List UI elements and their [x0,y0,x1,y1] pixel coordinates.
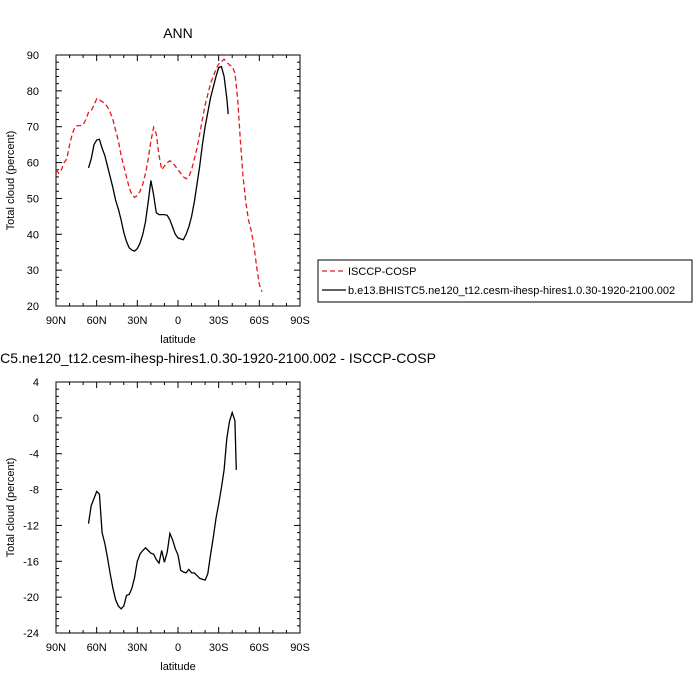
legend: ISCCP-COSP b.e13.BHISTC5.ne120_t12.cesm-i… [317,259,693,303]
y-tick-label: 50 [27,193,39,205]
y-tick-label: 40 [27,229,39,241]
x-tick-label: 60S [250,642,270,654]
y-axis-label: Total cloud (percent) [5,458,17,558]
legend-label: b.e13.BHISTC5.ne120_t12.cesm-ihesp-hires… [348,285,675,297]
x-tick-label: 30N [127,315,147,327]
y-tick-label: -16 [23,556,39,568]
chart-title: ANN [163,25,193,41]
y-tick-label: 30 [27,265,39,277]
series-line-1 [56,58,263,292]
y-tick-label: 20 [27,301,39,313]
x-axis-label: latitude [160,334,195,346]
x-tick-label: 90S [290,642,310,654]
x-tick-label: 90N [46,315,66,327]
x-tick-label: 60S [250,315,270,327]
y-tick-label: 4 [33,377,39,389]
legend-label: ISCCP-COSP [348,266,416,278]
x-tick-label: 90S [290,315,310,327]
y-tick-label: 60 [27,158,39,170]
plot-frame [55,54,301,307]
x-axis-label: latitude [160,661,195,673]
y-tick-label: -8 [29,485,39,497]
chart-1: ANN 90N 60N 30N 0 30S 60S 90S 20 30 40 50 60 70 80 90 la… [5,25,693,346]
x-tick-label: 60N [87,642,107,654]
x-tick-label: 0 [175,315,181,327]
x-tick-label: 30S [209,642,229,654]
y-tick-label: 70 [27,122,39,134]
y-axis-label: Total cloud (percent) [5,131,17,231]
x-tick-label: 90N [46,642,66,654]
y-tick-label: -4 [29,449,39,461]
chart-title: b.e13.BHISTC5.ne120_t12.cesm-ihesp-hires… [0,350,436,366]
plot-frame [55,381,301,634]
y-tick-label: -20 [23,592,39,604]
y-tick-label: 0 [33,413,39,425]
legend-box [317,259,693,303]
x-tick-label: 60N [87,315,107,327]
x-tick-label: 30N [127,642,147,654]
series-line-1 [87,410,237,610]
y-tick-label: 90 [27,50,39,62]
x-tick-label: 30S [209,315,229,327]
y-tick-label: -12 [23,520,39,532]
chart-2: b.e13.BHISTC5.ne120_t12.cesm-ihesp-hires… [0,350,436,673]
y-tick-label: -24 [23,628,39,640]
x-tick-label: 0 [175,642,181,654]
y-tick-label: 80 [27,86,39,98]
series-line-2 [87,65,229,252]
